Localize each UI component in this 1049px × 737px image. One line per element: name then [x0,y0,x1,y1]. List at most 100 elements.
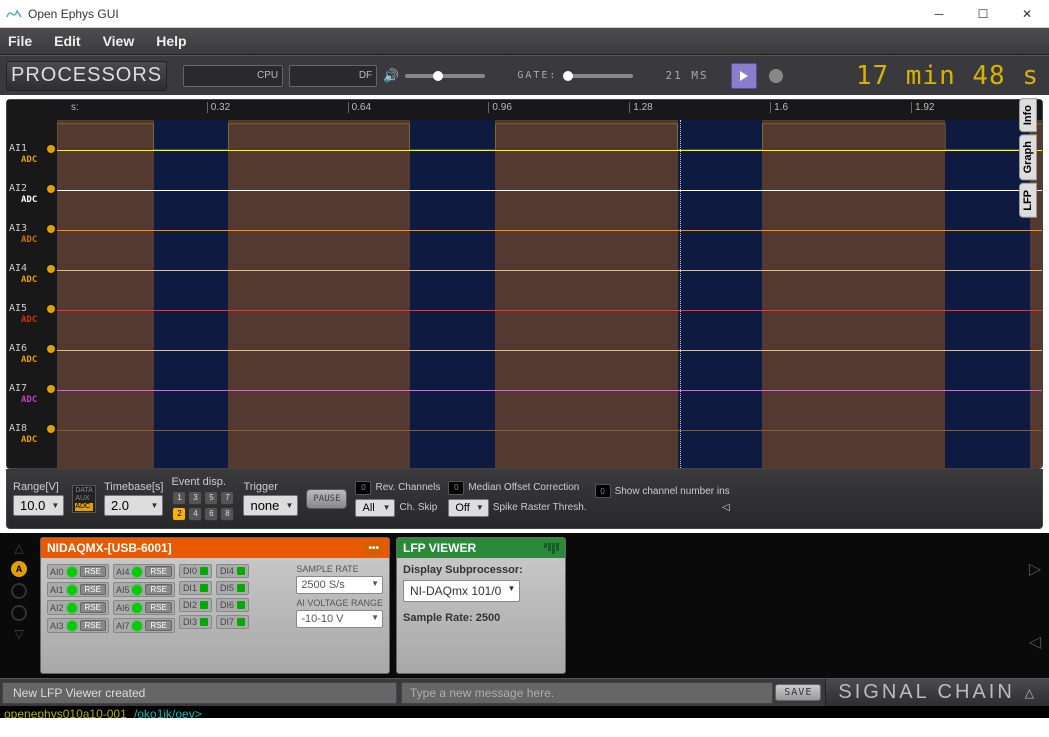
channel-label[interactable]: AI8 [9,423,27,434]
channel-dot[interactable] [47,305,55,313]
tab-lfp[interactable]: LFP [1019,183,1037,218]
ai-channel-ai5[interactable]: AI5RSE [113,582,175,597]
event-band [228,120,409,468]
menu-help[interactable]: Help [156,33,186,49]
range-dropdown[interactable]: 10.0 [13,495,64,516]
sample-rate-readout: Sample Rate: 2500 [403,612,559,624]
voltage-range-dropdown[interactable]: -10-10 V [296,610,383,628]
ai-channel-ai0[interactable]: AI0RSE [47,564,109,579]
lfp-signal-icon [544,543,559,554]
save-button[interactable]: SAVE [775,684,821,701]
subprocessor-dropdown[interactable]: NI-DAQmx 101/0 [403,580,520,602]
event-chip-1[interactable]: 1 [172,491,186,505]
channel-label[interactable]: AI3 [9,223,27,234]
channel-dot[interactable] [47,225,55,233]
channel-dot[interactable] [47,425,55,433]
di-channel-di2[interactable]: DI2 [179,598,212,612]
menu-file[interactable]: File [8,33,32,49]
menu-view[interactable]: View [103,33,135,49]
show-channel-num-toggle[interactable]: 0 [595,484,611,498]
chain-slot-b[interactable] [11,583,27,599]
di-channel-di5[interactable]: DI5 [216,581,249,595]
back-icon[interactable]: ◁ [722,502,730,513]
timebase-dropdown[interactable]: 2.0 [104,495,164,516]
message-input[interactable]: Type a new message here. [401,682,773,704]
tab-info[interactable]: Info [1019,98,1037,132]
nidaqmx-node[interactable]: NIDAQMX-[USB-6001] ••• AI0RSEAI1RSEAI2RS… [40,537,390,674]
event-channel-chips[interactable]: 1357 2468 [171,490,235,522]
event-chip-6[interactable]: 6 [204,507,218,521]
channel-label[interactable]: AI4 [9,263,27,274]
chain-down-icon[interactable]: ▽ [14,627,23,641]
chain-right-icon[interactable]: ▷ [1029,559,1041,579]
sample-rate-label: SAMPLE RATE [296,564,383,574]
di-channel-di1[interactable]: DI1 [179,581,212,595]
chain-left-icon[interactable]: ◁ [1029,632,1041,652]
chain-slot-a[interactable]: A [11,561,27,577]
sample-rate-dropdown[interactable]: 2500 S/s [296,576,383,594]
record-button[interactable] [769,69,783,83]
event-chip-5[interactable]: 5 [204,491,218,505]
di-channel-di7[interactable]: DI7 [216,615,249,629]
event-chip-3[interactable]: 3 [188,491,202,505]
ai-channel-ai2[interactable]: AI2RSE [47,600,109,615]
channel-label[interactable]: AI2 [9,183,27,194]
gate-slider[interactable] [563,74,633,78]
chain-up-icon[interactable]: △ [14,541,23,555]
menu-bar: File Edit View Help [0,28,1049,55]
data-aux-adc-toggle[interactable]: DATAAUXADC [72,485,96,513]
maximize-button[interactable]: ☐ [961,0,1005,28]
signal-chain-label[interactable]: SIGNAL CHAIN△ [825,679,1049,706]
top-strip: PROCESSORS CPU DF 🔊 GATE: 21 MS 17 min 4… [0,55,1049,95]
channel-label[interactable]: AI7 [9,383,27,394]
channel-dot[interactable] [47,185,55,193]
close-button[interactable]: ✕ [1005,0,1049,28]
channel-label[interactable]: AI1 [9,143,27,154]
chain-slot-c[interactable] [11,605,27,621]
time-tick: 0.64 [348,102,371,113]
channel-label[interactable]: AI6 [9,343,27,354]
volume-icon[interactable]: 🔊 [383,68,399,84]
channel-label[interactable]: AI5 [9,303,27,314]
di-channel-di0[interactable]: DI0 [179,564,212,578]
channel-dot[interactable] [47,265,55,273]
chain-track-selector: △ A ▽ [4,537,34,674]
di-channel-di3[interactable]: DI3 [179,615,212,629]
event-chip-2[interactable]: 2 [172,507,186,521]
minimize-button[interactable]: ─ [917,0,961,28]
di-channel-di6[interactable]: DI6 [216,598,249,612]
ai-channel-ai3[interactable]: AI3RSE [47,618,109,633]
channel-dot[interactable] [47,345,55,353]
event-chip-8[interactable]: 8 [220,507,234,521]
volume-slider[interactable] [405,74,485,78]
ai-channel-ai4[interactable]: AI4RSE [113,564,175,579]
lfp-viewer-node[interactable]: LFP VIEWER Display Subprocessor: NI-DAQm… [396,537,566,674]
clock-timer: 17 min 48 s [856,61,1043,91]
tab-graph[interactable]: Graph [1019,134,1037,180]
ai-channel-ai1[interactable]: AI1RSE [47,582,109,597]
median-offset-toggle[interactable]: 0 [448,481,464,495]
trace-line [57,190,1042,191]
channel-dot[interactable] [47,385,55,393]
signal-chain-nodes: △ A ▽ NIDAQMX-[USB-6001] ••• AI0RSEAI1RS… [0,533,1049,678]
threshold-dropdown[interactable]: Off [448,499,488,517]
event-chip-7[interactable]: 7 [220,491,234,505]
di-channel-di4[interactable]: DI4 [216,564,249,578]
event-band [495,120,677,468]
channel-dot[interactable] [47,145,55,153]
event-chip-4[interactable]: 4 [188,507,202,521]
ai-channel-ai7[interactable]: AI7RSE [113,618,175,633]
processors-label[interactable]: PROCESSORS [6,61,167,91]
ai-channel-ai6[interactable]: AI6RSE [113,600,175,615]
trigger-dropdown[interactable]: none [243,495,298,516]
menu-edit[interactable]: Edit [54,33,80,49]
rev-channels-toggle[interactable]: 0 [355,481,371,495]
gate-label: GATE: [517,70,557,81]
event-band [57,120,154,468]
pause-button[interactable]: PAUSE [306,489,347,509]
plot-canvas[interactable]: s: 0.320.640.961.281.61.92 [57,100,1042,468]
chskip-dropdown[interactable]: All [355,499,395,517]
window-title: Open Ephys GUI [28,7,119,21]
play-button[interactable] [731,63,757,89]
node-options-icon[interactable]: ••• [364,542,383,555]
